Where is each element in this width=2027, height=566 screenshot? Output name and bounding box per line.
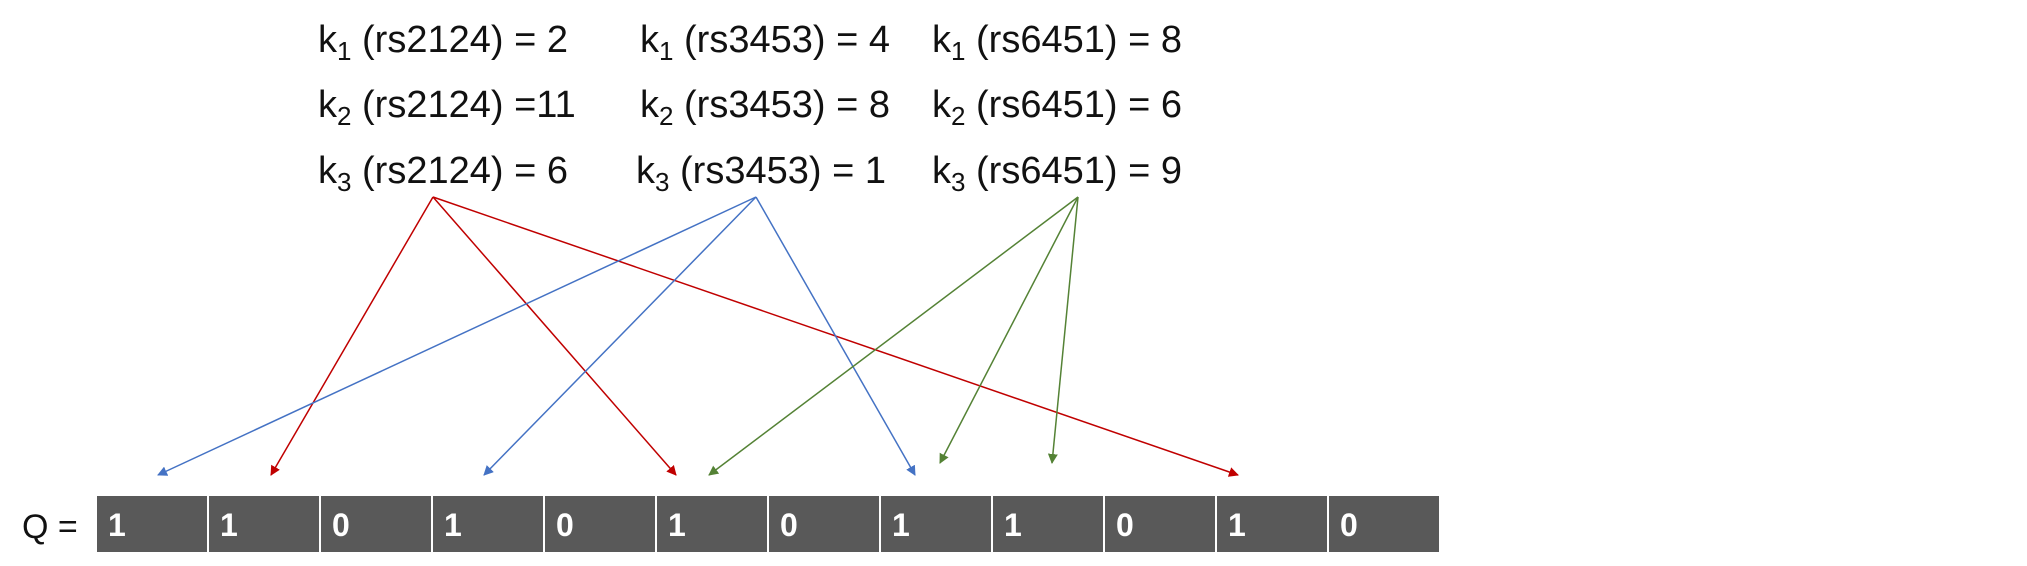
q-cell-value: 0 (1340, 507, 1358, 543)
q-cell-box (1327, 494, 1441, 554)
q-cell-value: 0 (780, 507, 798, 543)
arrows-rs3453 (157, 196, 916, 476)
q-cell-7: 0 (767, 494, 881, 554)
q-cell-box (767, 494, 881, 554)
q-cell-value: 0 (556, 507, 574, 543)
q-cell-6: 1 (655, 494, 769, 554)
arrow-rs2124-to-cell-2 (270, 196, 434, 476)
hash-k1-rs6451: k1 (rs6451) = 8 (932, 19, 1182, 66)
q-cell-value: 1 (444, 507, 462, 543)
q-cell-value: 0 (1116, 507, 1134, 543)
q-cell-value: 1 (1228, 507, 1246, 543)
q-cell-value: 1 (892, 507, 910, 543)
arrows-rs6451 (708, 196, 1079, 476)
q-cell-12: 0 (1327, 494, 1441, 554)
hash-k1-rs3453: k1 (rs3453) = 4 (640, 19, 890, 66)
hash-k3-rs2124: k3 (rs2124) = 6 (318, 150, 568, 197)
q-label: Q = (22, 508, 78, 546)
q-cell-11: 1 (1215, 494, 1329, 554)
arrow-rs6451-to-cell-9 (939, 196, 1079, 464)
q-cell-9: 1 (991, 494, 1105, 554)
q-cell-value: 0 (332, 507, 350, 543)
hash-k2-rs2124: k2 (rs2124) =11 (318, 84, 576, 131)
q-cell-box (991, 494, 1105, 554)
q-cell-10: 0 (1103, 494, 1217, 554)
q-cell-box (655, 494, 769, 554)
arrow-rs6451-to-cell-9b (1047, 196, 1079, 464)
hash-k3-rs6451: k3 (rs6451) = 9 (932, 150, 1182, 197)
arrows-rs2124 (270, 196, 1239, 477)
q-cell-box (879, 494, 993, 554)
q-cell-value: 1 (668, 507, 686, 543)
hash-table: k1 (rs2124) = 2 k1 (rs3453) = 4 k1 (rs64… (318, 19, 1182, 197)
hash-k2-rs6451: k2 (rs6451) = 6 (932, 84, 1182, 131)
q-cell-5: 0 (543, 494, 657, 554)
arrow-rs3453-to-cell-4 (483, 196, 757, 476)
q-cell-4: 1 (431, 494, 545, 554)
q-cell-box (207, 494, 321, 554)
q-cell-box (1103, 494, 1217, 554)
arrow-rs2124-to-cell-6 (432, 196, 677, 476)
q-cell-box (319, 494, 433, 554)
q-cell-2: 1 (207, 494, 321, 554)
arrow-rs3453-to-cell-8 (755, 196, 916, 476)
q-cell-3: 0 (319, 494, 433, 554)
q-cell-box (431, 494, 545, 554)
q-cell-value: 1 (220, 507, 238, 543)
q-cell-box (1215, 494, 1329, 554)
hash-k2-rs3453: k2 (rs3453) = 8 (640, 84, 890, 131)
q-cell-8: 1 (879, 494, 993, 554)
q-cell-value: 1 (108, 507, 126, 543)
q-cell-1: 1 (95, 494, 209, 554)
q-cell-value: 1 (1004, 507, 1022, 543)
arrow-rs3453-to-cell-1 (157, 196, 757, 476)
arrow-rs6451-to-cell-6 (708, 196, 1079, 476)
hash-k3-rs3453: k3 (rs3453) = 1 (636, 150, 886, 197)
hash-k1-rs2124: k1 (rs2124) = 2 (318, 19, 568, 66)
q-array: 1 1 0 1 0 1 0 1 1 0 1 0 (95, 494, 1441, 554)
